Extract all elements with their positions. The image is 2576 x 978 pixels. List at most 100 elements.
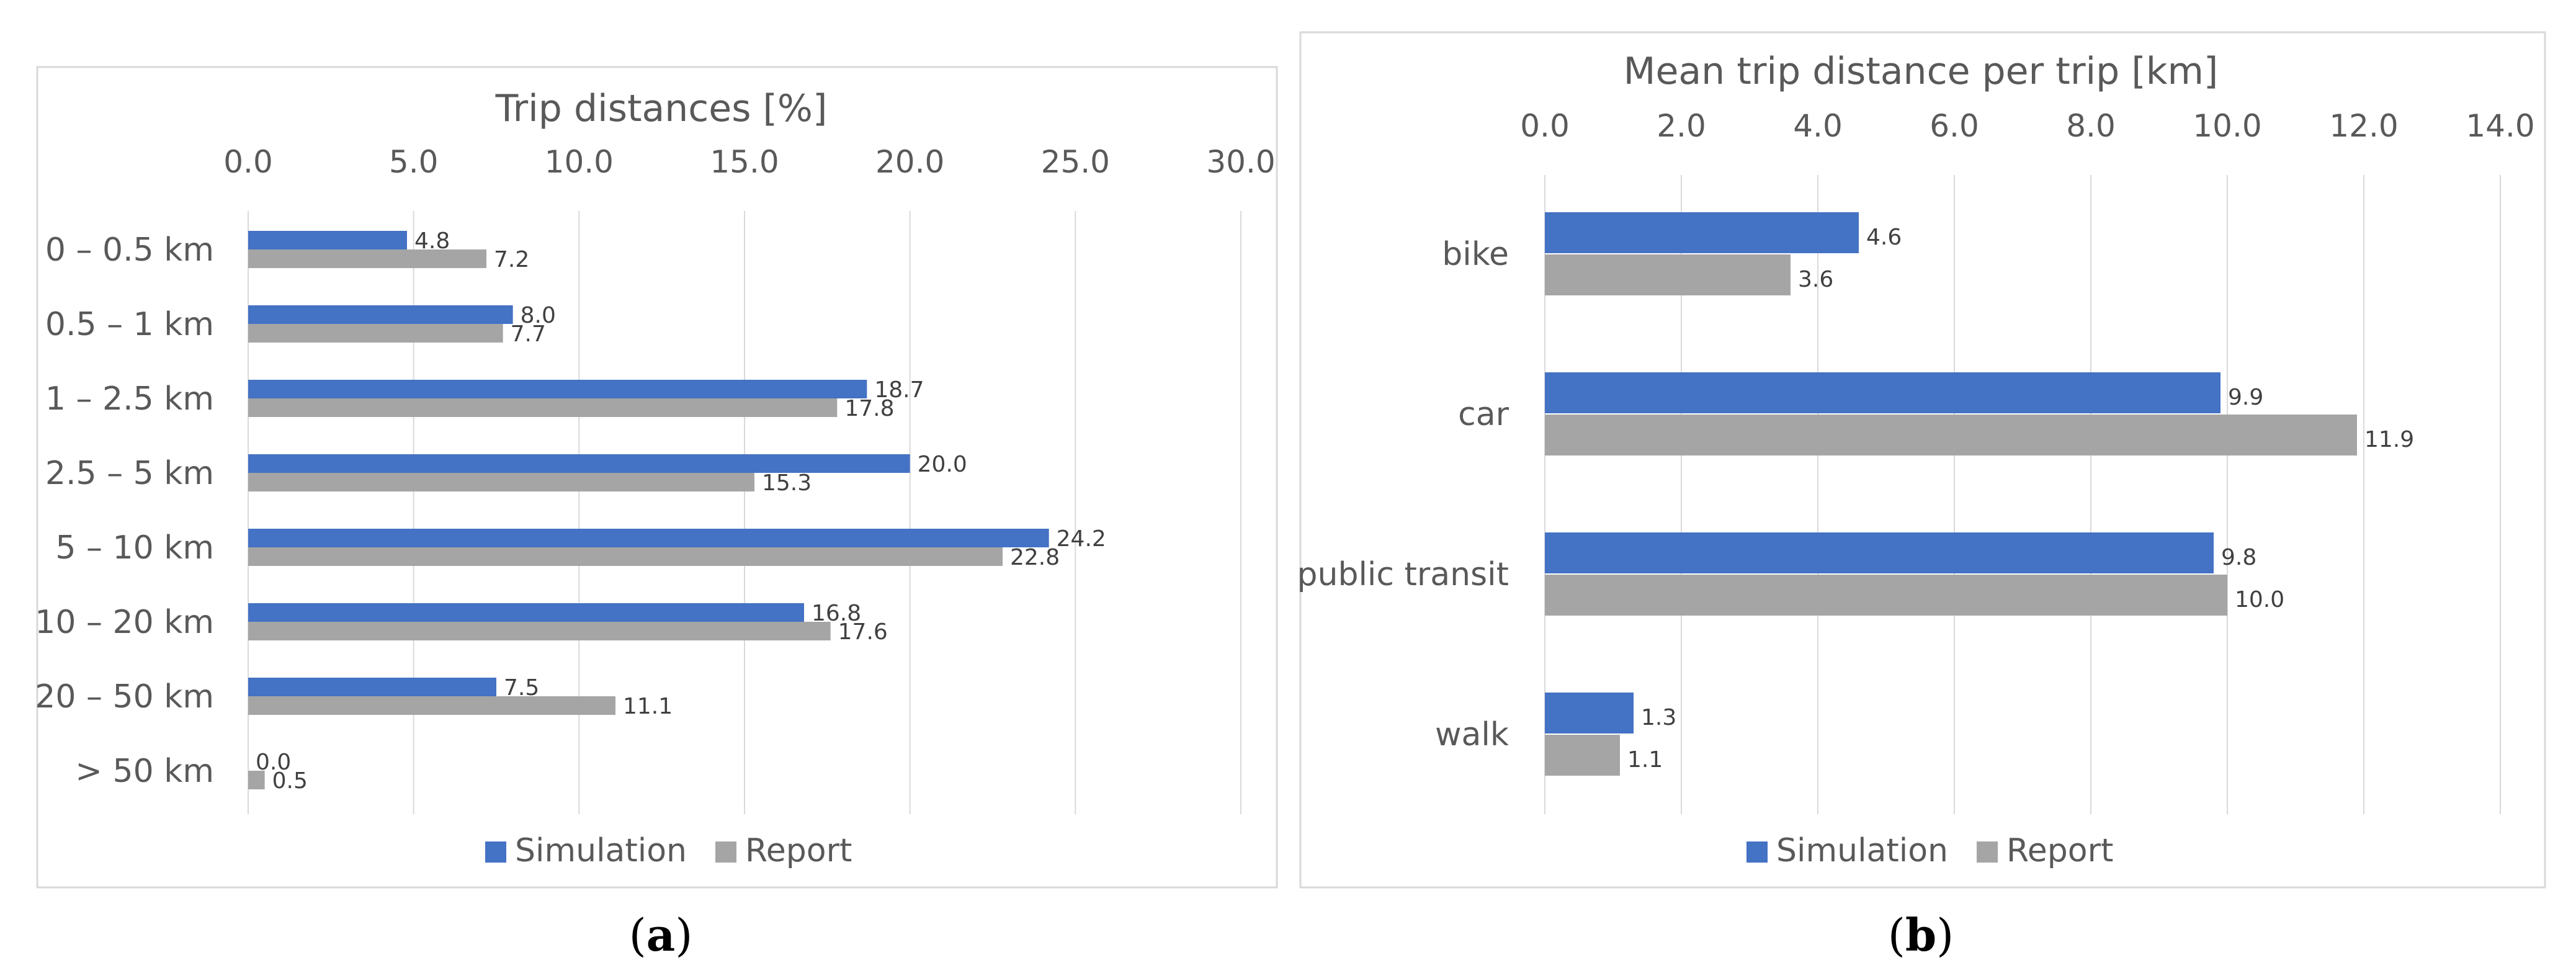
label-a-report-0-5-1-km: 7.7 xyxy=(511,321,546,347)
chart-b-title: Mean trip distance per trip [km] xyxy=(1624,50,2219,93)
bar-b-report-public-transit xyxy=(1545,575,2227,616)
label-a-report-5-10-km: 22.8 xyxy=(1010,545,1060,570)
label-b-report-bike: 3.6 xyxy=(1798,267,1833,292)
bar-a-report-50-km xyxy=(248,771,265,789)
legend-b-simulation-label: Simulation xyxy=(1776,832,1948,869)
label-b-report-public-transit: 10.0 xyxy=(2235,587,2284,612)
chart-b-category-bike: bike xyxy=(1442,236,1509,273)
chart-b-category-walk: walk xyxy=(1435,716,1509,753)
chart-a-category-2-5-5-km: 2.5 – 5 km xyxy=(45,455,214,492)
bar-a-simulation-10-20-km xyxy=(248,603,804,622)
legend-a-simulation-label: Simulation xyxy=(515,832,687,869)
chart-a-category-10-20-km: 10 – 20 km xyxy=(35,604,214,641)
legend-b-simulation-swatch xyxy=(1746,841,1768,863)
chart-b-x-tick-4-0: 4.0 xyxy=(1793,108,1843,144)
label-a-report-1-2-5-km: 17.8 xyxy=(844,396,894,421)
bar-b-simulation-walk xyxy=(1545,693,1634,734)
chart-b-x-tick-14-0: 14.0 xyxy=(2466,108,2534,144)
bar-b-simulation-public-transit xyxy=(1545,532,2214,573)
caption-b-right: ) xyxy=(1936,909,1954,961)
bar-b-simulation-bike xyxy=(1545,212,1859,253)
chart-a-data-labels: 4.8 7.2 8.07.7 18.717.8 20.0 15.3 24.222.8 16.8… xyxy=(256,228,1106,794)
label-b-simulation-public-transit: 9.8 xyxy=(2221,545,2256,570)
legend-a-simulation-swatch xyxy=(485,841,506,863)
caption-a-letter: a xyxy=(646,908,676,961)
chart-b-x-tick-6-0: 6.0 xyxy=(1930,108,1979,144)
label-b-simulation-car: 9.9 xyxy=(2228,385,2263,410)
chart-a-x-tick-15-0: 15.0 xyxy=(710,144,779,180)
caption-b: (b) xyxy=(1888,908,1954,961)
caption-a: (a) xyxy=(629,908,693,961)
bar-a-simulation-0-0-5-km xyxy=(248,231,407,249)
label-a-report-0-0-5-km: 7.2 xyxy=(494,247,529,272)
caption-a-left: ( xyxy=(629,909,646,961)
bar-a-report-1-2-5-km xyxy=(248,398,838,417)
chart-a-category-0-5-1-km: 0.5 – 1 km xyxy=(45,306,214,343)
label-a-simulation-10-20-km: 16.8 xyxy=(812,601,861,626)
caption-b-letter: b xyxy=(1905,908,1936,961)
chart-b-category-labels: bike car public transit walk xyxy=(1297,236,1509,753)
bar-b-report-walk xyxy=(1545,735,1620,776)
chart-b-x-tick-12-0: 12.0 xyxy=(2329,108,2398,144)
bar-b-report-bike xyxy=(1545,254,1791,295)
chart-a-title: Trip distances [%] xyxy=(495,87,828,130)
legend-b-report-label: Report xyxy=(2006,832,2113,869)
chart-a-x-tick-20-0: 20.0 xyxy=(875,144,944,180)
label-a-report-50-km: 0.5 xyxy=(272,768,308,794)
chart-b-x-tick-0-0: 0.0 xyxy=(1520,108,1570,144)
chart-b-legend: Simulation Report xyxy=(1746,832,2113,869)
label-b-report-walk: 1.1 xyxy=(1627,747,1663,773)
label-a-report-20-50-km: 11.1 xyxy=(623,694,673,719)
bar-b-report-car xyxy=(1545,415,2357,455)
chart-a-legend: Simulation Report xyxy=(485,832,852,869)
label-b-simulation-walk: 1.3 xyxy=(1641,705,1676,730)
label-b-report-car: 11.9 xyxy=(2364,427,2414,452)
bar-a-simulation-20-50-km xyxy=(248,678,496,696)
legend-a-report-swatch xyxy=(715,841,736,863)
legend-b-report-swatch xyxy=(1977,841,1998,863)
label-a-simulation-0-5-1-km: 8.0 xyxy=(521,303,556,328)
bar-a-report-5-10-km xyxy=(248,547,1003,566)
bar-a-report-2-5-5-km xyxy=(248,473,754,491)
label-a-report-2-5-5-km: 15.3 xyxy=(762,470,812,496)
chart-b-x-tick-10-0: 10.0 xyxy=(2193,108,2261,144)
bar-a-simulation-5-10-km xyxy=(248,529,1049,547)
label-b-simulation-bike: 4.6 xyxy=(1866,225,1902,250)
chart-a-x-tick-30-0: 30.0 xyxy=(1206,144,1275,180)
caption-a-right: ) xyxy=(675,909,692,961)
chart-a: Trip distances [%] 0.0 5.0 10.0 15.0 20.0 25.… xyxy=(35,66,1278,961)
bar-a-report-10-20-km xyxy=(248,622,831,640)
chart-a-category-50-km: > 50 km xyxy=(75,753,214,790)
chart-b-data-labels: 4.6 3.6 9.9 11.9 9.8 10.0 1.3 1.1 xyxy=(1627,225,2414,773)
label-a-simulation-20-50-km: 7.5 xyxy=(504,675,539,701)
bar-a-simulation-1-2-5-km xyxy=(248,380,867,398)
chart-a-bars xyxy=(248,231,1049,789)
chart-b-x-tick-8-0: 8.0 xyxy=(2066,108,2116,144)
bar-a-report-0-0-5-km xyxy=(248,249,486,268)
bar-a-report-0-5-1-km xyxy=(248,324,503,343)
label-a-simulation-50-km: 0.0 xyxy=(256,750,291,775)
chart-b-border xyxy=(1299,31,2546,889)
bar-a-report-20-50-km xyxy=(248,696,615,715)
chart-b-x-tick-2-0: 2.0 xyxy=(1657,108,1706,144)
chart-a-x-tick-25-0: 25.0 xyxy=(1041,144,1110,180)
bar-b-simulation-car xyxy=(1545,372,2220,413)
chart-a-x-tick-5-0: 5.0 xyxy=(389,144,439,180)
chart-b-category-public-transit: public transit xyxy=(1297,556,1509,593)
chart-a-x-tick-10-0: 10.0 xyxy=(545,144,614,180)
chart-a-category-5-10-km: 5 – 10 km xyxy=(55,529,214,567)
chart-a-category-1-2-5-km: 1 – 2.5 km xyxy=(45,380,214,418)
label-a-simulation-2-5-5-km: 20.0 xyxy=(918,452,967,477)
chart-a-x-tick-0-0: 0.0 xyxy=(223,144,273,180)
chart-b-x-ticks: 0.0 2.0 4.0 6.0 8.0 10.0 12.0 14.0 xyxy=(1520,108,2534,144)
bar-a-simulation-2-5-5-km xyxy=(248,454,910,473)
chart-b: Mean trip distance per trip [km] 0.0 2.0 4… xyxy=(1297,31,2546,961)
label-a-simulation-5-10-km: 24.2 xyxy=(1057,526,1106,552)
label-a-simulation-0-0-5-km: 4.8 xyxy=(414,228,450,254)
chart-b-bars xyxy=(1545,212,2357,776)
caption-b-left: ( xyxy=(1888,909,1905,961)
label-a-report-10-20-km: 17.6 xyxy=(838,619,888,645)
chart-a-x-ticks: 0.0 5.0 10.0 15.0 20.0 25.0 30.0 xyxy=(223,144,1275,180)
chart-a-category-labels: 0 – 0.5 km 0.5 – 1 km 1 – 2.5 km 2.5 – 5 km… xyxy=(35,231,214,790)
